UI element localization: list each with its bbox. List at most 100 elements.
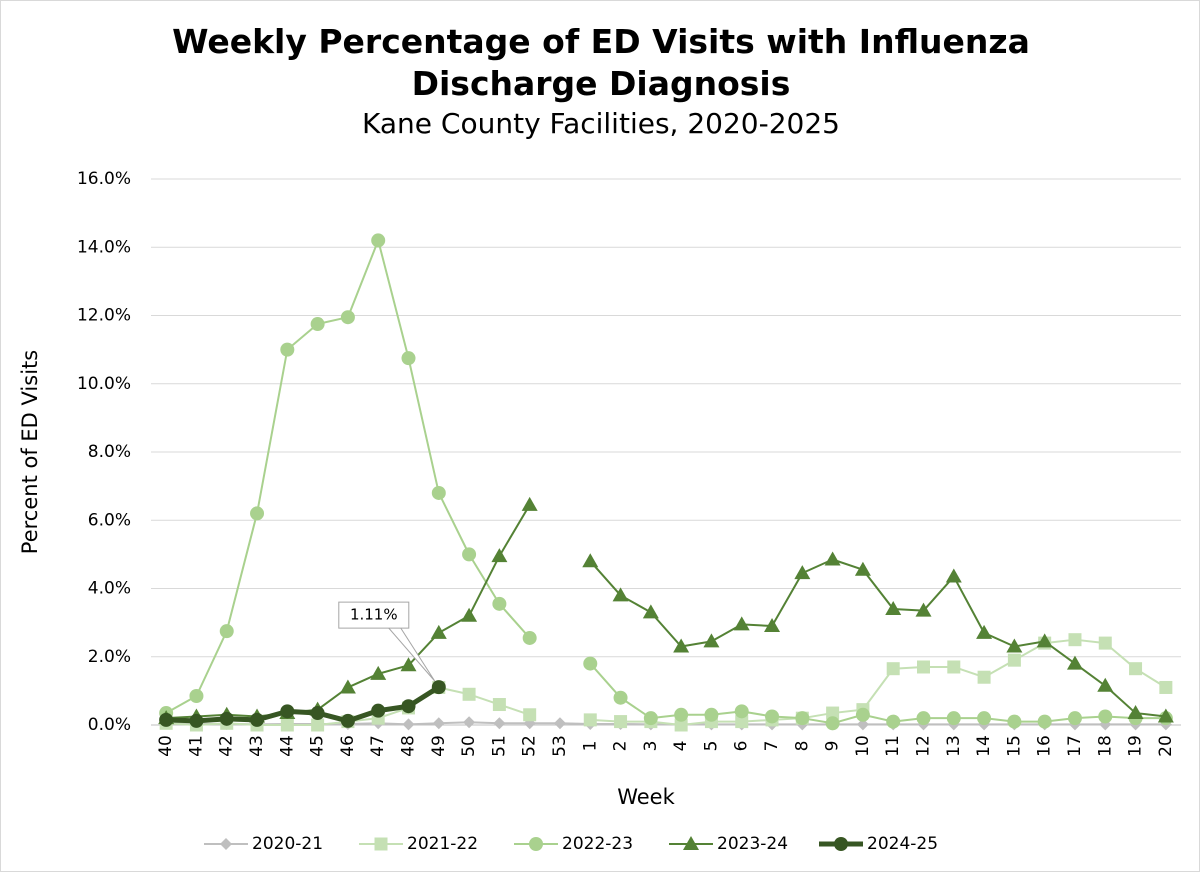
x-tick-label: 41 — [186, 735, 206, 757]
data-point — [431, 680, 446, 695]
data-point — [673, 638, 690, 653]
data-point — [976, 624, 993, 639]
x-tick-label: 18 — [1095, 735, 1115, 757]
data-point — [310, 317, 325, 332]
data-point — [734, 704, 749, 719]
x-tick-label: 48 — [399, 735, 419, 757]
data-point — [765, 709, 780, 724]
data-point — [1098, 636, 1112, 650]
data-point — [159, 712, 174, 727]
data-point — [703, 633, 720, 648]
data-point — [642, 604, 659, 619]
data-point — [1007, 653, 1021, 667]
data-point — [189, 713, 204, 728]
x-tick-label: 12 — [914, 735, 934, 757]
data-point — [826, 706, 840, 720]
legend-label: 2023-24 — [717, 834, 788, 854]
x-tick-label: 46 — [338, 735, 358, 757]
data-point — [430, 624, 447, 639]
legend-marker — [529, 837, 543, 851]
data-point — [492, 698, 506, 712]
data-point — [250, 506, 265, 521]
data-point — [1157, 708, 1174, 723]
x-tick-label: 45 — [308, 735, 328, 757]
y-tick-label: 10.0% — [77, 374, 131, 394]
data-point — [915, 602, 932, 617]
data-point — [583, 713, 597, 727]
data-point — [886, 662, 900, 676]
legend-label: 2022-23 — [562, 834, 633, 854]
data-point — [189, 688, 204, 703]
data-point — [402, 718, 415, 731]
data-point — [945, 568, 962, 583]
data-point — [977, 711, 992, 726]
data-point — [280, 718, 294, 732]
data-point — [463, 716, 476, 729]
callout-box — [338, 601, 410, 629]
series-2023-24 — [158, 496, 1174, 725]
y-tick-label: 6.0% — [88, 510, 131, 530]
legend-marker — [220, 838, 232, 850]
data-point — [885, 600, 902, 615]
x-tick-label: 47 — [368, 735, 388, 757]
data-point — [1036, 633, 1053, 648]
data-point — [614, 715, 628, 729]
data-point — [1037, 714, 1052, 729]
data-point — [280, 342, 295, 357]
data-point — [523, 708, 537, 722]
data-point — [613, 690, 628, 705]
data-point — [1066, 655, 1083, 670]
data-point — [310, 706, 325, 721]
y-tick-label: 4.0% — [88, 579, 131, 599]
data-point — [461, 607, 478, 622]
data-point — [704, 707, 719, 722]
x-tick-label: 49 — [429, 735, 449, 757]
x-tick-label: 16 — [1035, 735, 1055, 757]
x-tick-label: 13 — [944, 735, 964, 757]
x-tick-label: 3 — [641, 741, 661, 752]
data-point — [521, 496, 538, 511]
data-point — [219, 624, 234, 639]
y-tick-label: 0.0% — [88, 715, 131, 735]
data-point — [339, 679, 356, 694]
legend-label: 2024-25 — [867, 834, 938, 854]
x-tick-label: 51 — [489, 735, 509, 757]
data-point — [735, 715, 749, 729]
data-point — [522, 630, 537, 645]
data-point — [733, 616, 750, 631]
data-point — [977, 670, 991, 684]
x-tick-label: 19 — [1126, 735, 1146, 757]
data-point — [612, 587, 629, 602]
data-point — [947, 660, 961, 674]
data-point — [855, 707, 870, 722]
data-point — [462, 547, 477, 562]
data-point — [643, 711, 658, 726]
series-line — [166, 504, 1166, 720]
data-point — [1097, 677, 1114, 692]
data-point — [583, 656, 598, 671]
chart-title: Weekly Percentage of ED Visits with Infl… — [172, 22, 1030, 103]
x-tick-label: 5 — [701, 741, 721, 752]
data-point — [674, 707, 689, 722]
series-line — [166, 685, 441, 724]
legend-marker — [683, 836, 699, 850]
x-tick-label: 42 — [217, 735, 237, 757]
x-tick-label: 20 — [1156, 735, 1176, 757]
legend-marker — [834, 837, 848, 851]
x-tick-label: 4 — [671, 741, 691, 752]
x-tick-label: 17 — [1065, 735, 1085, 757]
x-tick-label: 9 — [823, 741, 843, 752]
x-tick-label: 53 — [550, 735, 570, 757]
y-axis-label: Percent of ED Visits — [18, 350, 42, 554]
legend-marker — [374, 837, 388, 851]
data-point — [553, 717, 566, 730]
y-tick-label: 16.0% — [77, 169, 131, 189]
x-tick-label: 2 — [611, 741, 631, 752]
data-point — [340, 713, 355, 728]
x-tick-label: 40 — [156, 735, 176, 757]
data-point — [1006, 638, 1023, 653]
x-tick-label: 8 — [792, 741, 812, 752]
data-point — [492, 596, 507, 611]
x-tick-label: 52 — [520, 735, 540, 757]
